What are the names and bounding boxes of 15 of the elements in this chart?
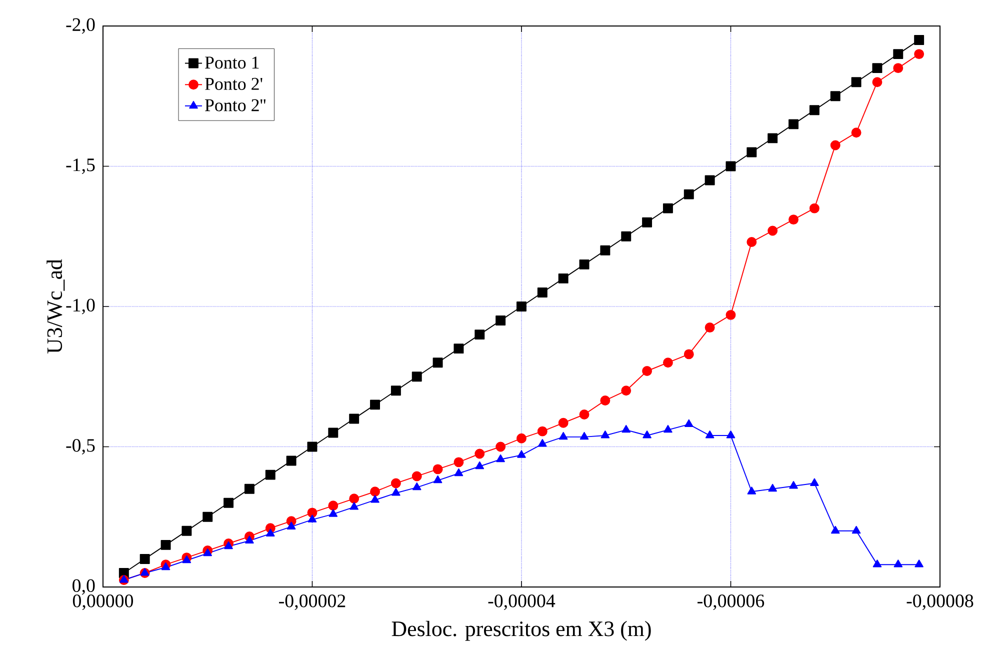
x-tick-label: -0,00004: [488, 594, 556, 610]
y-axis-title: U3/Wc_ad: [46, 259, 65, 354]
x-axis-title: Desloc. prescritos em X3 (m): [392, 620, 651, 641]
x-tick-label: -0,00002: [279, 594, 346, 610]
y-tick-label: -0,5: [66, 439, 95, 454]
legend-label: Ponto 2': [205, 78, 262, 90]
y-tick-label: -1,0: [66, 298, 95, 314]
y-tick-label: -2,0: [66, 18, 95, 34]
legend-label: Ponto 1: [205, 56, 259, 69]
y-tick-label: -1,5: [66, 158, 95, 174]
x-tick-label: 0,00000: [72, 594, 134, 610]
legend-label: Ponto 2'': [205, 99, 266, 112]
y-tick-label: 0,0: [72, 579, 95, 595]
x-tick-label: -0,00008: [906, 594, 974, 610]
x-tick-label: -0,00006: [698, 594, 764, 610]
